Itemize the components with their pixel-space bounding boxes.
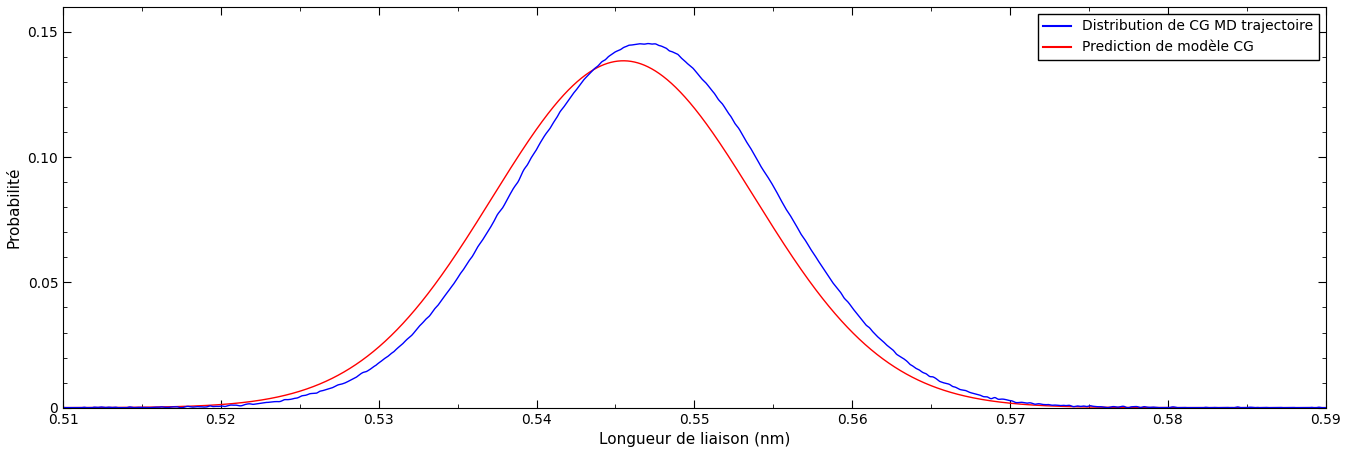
Prediction de modèle CG — [616, 58, 632, 64]
Distribution de CG MD trajectoire — [539, 128, 555, 134]
Prediction de modèle CG — [1157, 405, 1173, 410]
Distribution de CG MD trajectoire — [640, 41, 656, 46]
Distribution de CG MD trajectoire — [275, 398, 291, 403]
Prediction de modèle CG — [55, 405, 71, 410]
Distribution de CG MD trajectoire — [57, 405, 73, 410]
Prediction de modèle CG — [200, 403, 216, 408]
Prediction de modèle CG — [1293, 405, 1309, 410]
Legend: Distribution de CG MD trajectoire, Prediction de modèle CG: Distribution de CG MD trajectoire, Predi… — [1038, 14, 1318, 60]
Distribution de CG MD trajectoire — [1317, 405, 1333, 410]
Prediction de modèle CG — [274, 393, 290, 399]
Distribution de CG MD trajectoire — [1158, 405, 1174, 410]
Distribution de CG MD trajectoire — [1294, 405, 1310, 410]
Prediction de modèle CG — [594, 63, 611, 68]
Distribution de CG MD trajectoire — [594, 59, 611, 64]
Line: Distribution de CG MD trajectoire: Distribution de CG MD trajectoire — [63, 44, 1325, 408]
Y-axis label: Probabilité: Probabilité — [7, 167, 22, 248]
Distribution de CG MD trajectoire — [200, 404, 216, 410]
Line: Prediction de modèle CG: Prediction de modèle CG — [63, 61, 1325, 408]
X-axis label: Longueur de liaison (nm): Longueur de liaison (nm) — [599, 432, 790, 447]
Prediction de modèle CG — [1317, 405, 1333, 410]
Prediction de modèle CG — [539, 112, 555, 118]
Distribution de CG MD trajectoire — [55, 405, 71, 410]
